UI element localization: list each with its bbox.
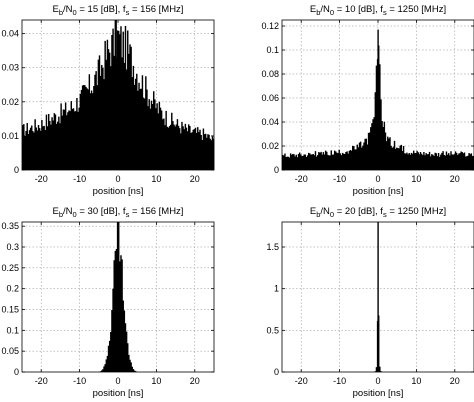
- plot2-xtick-label-0: -20: [295, 174, 308, 184]
- plot1-xtick-label-4: 20: [190, 174, 200, 184]
- plot4-title-rest1: = 20 [dB], f: [334, 206, 383, 217]
- plot1-title-base: E: [53, 4, 59, 15]
- plot3-ytick-label-4: 0.2: [6, 284, 19, 294]
- plot2-title-rest1: = 10 [dB], f: [334, 4, 383, 15]
- plot1-xlabel: position [ns]: [93, 186, 144, 197]
- plot1-ytick-label-1: 0.01: [1, 131, 19, 141]
- subplot-1: -20 -10 0 10 20 0 0.01 0.02 0.03 0.04 position [ns…: [1, 4, 215, 197]
- subplot-2: -20 -10 0 10 20 0 0.02 0.04 0.06 0.08 0.1 0.12 posit…: [261, 4, 474, 197]
- plot2-title-base: E: [310, 4, 316, 15]
- plot4-xlabel: position [ns]: [353, 388, 404, 399]
- plot3-xtick-label-2: 0: [115, 376, 120, 386]
- plot1-title-sub2: 0: [73, 8, 77, 17]
- subplot-3: -20 -10 0 10 20 0 0.05 0.1 0.15 0.2 0.25 0.3 0.35 pos…: [1, 206, 215, 399]
- plot2-xtick-label-3: 10: [411, 174, 421, 184]
- plot2-xtick-label-2: 0: [375, 174, 380, 184]
- plot4-xtick-label-4: 20: [450, 376, 460, 386]
- plot1-title-rest2: = 156 [MHz]: [129, 4, 183, 15]
- plot3-title-sub2: 0: [73, 210, 77, 219]
- plot2-ytick-label-4: 0.08: [261, 69, 279, 79]
- plot4-xtick-label-3: 10: [411, 376, 421, 386]
- plot1-title-sub1: b: [59, 8, 63, 17]
- plot2-ytick-label-0: 0: [274, 165, 279, 175]
- plot4-title: Eb/N0 = 20 [dB], fs = 1250 [MHz]: [310, 206, 446, 219]
- plot4-xtick-label-0: -20: [295, 376, 308, 386]
- plot4-title-rest2: = 1250 [MHz]: [387, 206, 446, 217]
- plot4-ytick-label-1: 0.5: [266, 325, 279, 335]
- plot1-xtick-label-3: 10: [151, 174, 161, 184]
- plot2-title-rest2: = 1250 [MHz]: [387, 4, 446, 15]
- plot3-title-mid: /N: [63, 206, 73, 217]
- plot1-title-mid: /N: [63, 4, 73, 15]
- plot3-ytick-label-1: 0.05: [1, 346, 19, 356]
- plot1-title-sub3: s: [126, 8, 130, 17]
- plot1-ytick-label-0: 0: [14, 165, 19, 175]
- plot2-peak-bar: [377, 29, 379, 170]
- plot3-xtick-label-0: -20: [35, 376, 48, 386]
- plot2-title: Eb/N0 = 10 [dB], fs = 1250 [MHz]: [310, 4, 446, 17]
- plot1-xtick-label-0: -20: [35, 174, 48, 184]
- plot1-peak-bar: [115, 20, 117, 170]
- plot2-ytick-label-1: 0.02: [261, 141, 279, 151]
- plot3-title-rest1: = 30 [dB], f: [77, 206, 126, 217]
- plot3-title: Eb/N0 = 30 [dB], fs = 156 [MHz]: [53, 206, 184, 219]
- plot4-ytick-label-0: 0: [274, 367, 279, 377]
- plot4-title-sub1: b: [316, 210, 320, 219]
- plot2-ytick-label-5: 0.1: [266, 45, 279, 55]
- plot4-title-sub2: 0: [330, 210, 334, 219]
- plot4-ytick-label-3: 1.5: [266, 242, 279, 252]
- plot2-xlabel: position [ns]: [353, 186, 404, 197]
- plot1-xtick-label-2: 0: [115, 174, 120, 184]
- plot2-title-sub2: 0: [330, 8, 334, 17]
- plot2-ytick-label-2: 0.04: [261, 117, 279, 127]
- plot4-title-mid: /N: [320, 206, 330, 217]
- plot1-xtick-label-1: -10: [73, 174, 86, 184]
- plot4-ytick-label-2: 1: [274, 284, 279, 294]
- plot3-ytick-label-2: 0.1: [6, 325, 19, 335]
- plot1-ytick-label-4: 0.04: [1, 29, 19, 39]
- plot4-title-base: E: [310, 206, 316, 217]
- plot3-peak-bar: [117, 226, 119, 372]
- plot3-ytick-label-3: 0.15: [1, 305, 19, 315]
- plot1-histogram: [22, 20, 215, 170]
- plot3-ytick-label-0: 0: [14, 367, 19, 377]
- plot3-xtick-label-3: 10: [151, 376, 161, 386]
- plot1-ytick-label-2: 0.02: [1, 97, 19, 107]
- plot1-title-rest1: = 15 [dB], f: [77, 4, 126, 15]
- plot2-xtick-label-4: 20: [450, 174, 460, 184]
- plot4-xtick-label-2: 0: [375, 376, 380, 386]
- plot3-xtick-label-1: -10: [73, 376, 86, 386]
- plot2-ytick-label-3: 0.06: [261, 93, 279, 103]
- plot2-title-sub3: s: [383, 8, 387, 17]
- plot1-ytick-label-3: 0.03: [1, 63, 19, 73]
- plot3-title-base: E: [53, 206, 59, 217]
- plot4-peak-bar: [377, 222, 379, 372]
- plot3-ytick-label-5: 0.25: [1, 263, 19, 273]
- plot1-title: Eb/N0 = 15 [dB], fs = 156 [MHz]: [53, 4, 184, 17]
- plot3-ytick-label-6: 0.3: [6, 242, 19, 252]
- plot3-title-rest2: = 156 [MHz]: [129, 206, 183, 217]
- plot2-ytick-label-6: 0.12: [261, 21, 279, 31]
- plot3-xtick-label-4: 20: [190, 376, 200, 386]
- plot2-xtick-label-1: -10: [333, 174, 346, 184]
- plot4-xtick-label-1: -10: [333, 376, 346, 386]
- plot3-title-sub3: s: [126, 210, 130, 219]
- plot3-ytick-label-7: 0.35: [1, 221, 19, 231]
- plot2-title-mid: /N: [320, 4, 330, 15]
- plot2-title-sub1: b: [316, 8, 320, 17]
- plot4-title-sub3: s: [383, 210, 387, 219]
- plot3-xlabel: position [ns]: [93, 388, 144, 399]
- plot3-title-sub1: b: [59, 210, 63, 219]
